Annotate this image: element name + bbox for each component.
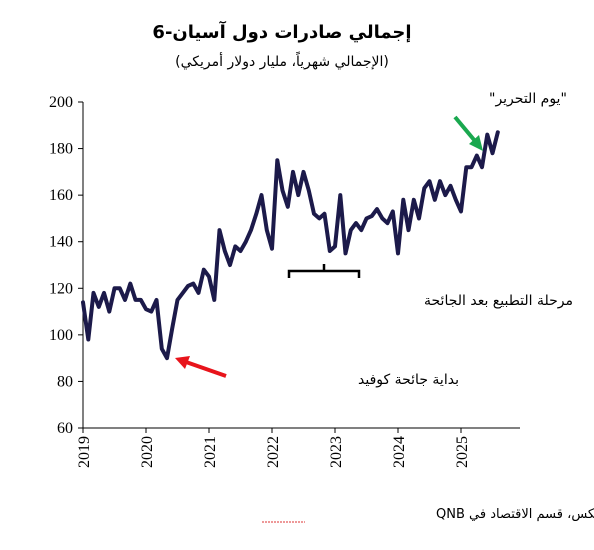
y-tick-label: 120 bbox=[49, 280, 73, 297]
annotation-normalization-label: مرحلة التطبيع بعد الجائحة bbox=[424, 293, 573, 309]
x-tick-label: 2024 bbox=[391, 436, 408, 468]
y-tick-label: 160 bbox=[49, 187, 73, 204]
y-axis: 60 80 100 120 140 160 180 200 bbox=[49, 94, 84, 437]
chart-subtitle: (الإجمالي شهرياً، مليار دولار أمريكي) bbox=[175, 51, 389, 70]
chart-title: إجمالي صادرات دول آسيان-6 bbox=[152, 20, 411, 43]
liberation-arrowhead-icon bbox=[469, 135, 483, 151]
normalization-bracket-icon bbox=[287, 264, 361, 278]
annotation-covid: بداية جائحة كوفيد bbox=[175, 356, 459, 388]
plot-series bbox=[81, 130, 500, 361]
annotation-covid-label: بداية جائحة كوفيد bbox=[358, 372, 459, 388]
covid-arrowhead-icon bbox=[175, 356, 190, 369]
liberation-arrow-icon bbox=[453, 115, 477, 143]
y-tick-label: 200 bbox=[49, 94, 73, 111]
y-tick-label: 140 bbox=[49, 234, 73, 251]
annotation-normalization: مرحلة التطبيع بعد الجائحة bbox=[287, 264, 573, 309]
covid-arrow-icon bbox=[185, 360, 227, 378]
y-tick-label: 180 bbox=[49, 141, 73, 158]
series-line-0 bbox=[81, 130, 500, 361]
x-tick-label: 2019 bbox=[76, 436, 93, 468]
x-tick-label: 2020 bbox=[139, 436, 156, 468]
x-tick-label: 2021 bbox=[202, 436, 219, 468]
source-note: المصادر: هيفر أناليتكس، قسم الاقتصاد في … bbox=[436, 505, 594, 522]
x-tick-label: 2022 bbox=[265, 436, 282, 468]
x-axis: 2019 2020 2021 2022 2023 2024 2025 bbox=[76, 427, 520, 468]
annotation-liberation: "يوم التحرير" bbox=[453, 91, 567, 151]
y-tick-label: 60 bbox=[57, 420, 73, 437]
x-tick-label: 2025 bbox=[454, 436, 471, 468]
y-tick-label: 80 bbox=[57, 373, 73, 390]
y-tick-label: 100 bbox=[49, 327, 73, 344]
annotation-liberation-label: "يوم التحرير" bbox=[489, 91, 567, 107]
x-tick-label: 2023 bbox=[328, 436, 345, 468]
